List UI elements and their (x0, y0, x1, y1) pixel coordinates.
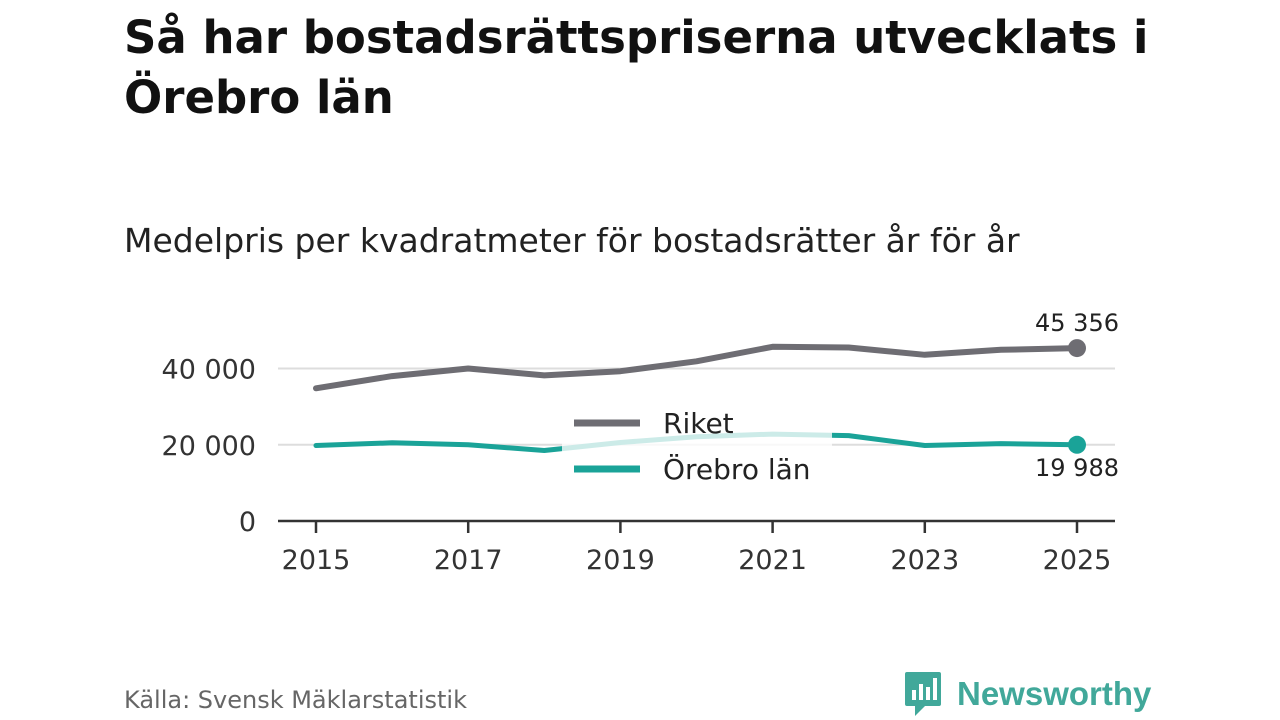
end-point-riket (1068, 339, 1086, 358)
legend: Riket Örebro län (562, 400, 832, 493)
x-tick-label: 2023 (890, 545, 959, 576)
x-tick-label: 2021 (738, 545, 807, 576)
brand-name: Newsworthy (957, 675, 1152, 712)
end-point-orebro (1068, 435, 1086, 454)
x-tick-label: 2017 (434, 545, 503, 576)
x-tick-label: 2025 (1043, 545, 1112, 576)
x-tick-label: 2019 (586, 545, 655, 576)
chart-subtitle: Medelpris per kvadratmeter för bostadsrä… (124, 221, 1020, 260)
end-label-orebro: 19 988 (1035, 454, 1119, 482)
legend-label-orebro: Örebro län (663, 452, 811, 486)
source-note: Källa: Svensk Mäklarstatistik (124, 686, 467, 714)
chart-title: Så har bostadsrättspriserna utvecklats i… (124, 11, 1149, 124)
legend-label-riket: Riket (663, 407, 734, 440)
y-tick-label: 40 000 (162, 355, 256, 386)
newsworthy-logo: Newsworthy (903, 670, 1151, 718)
end-labels: 45 356 19 988 (1035, 309, 1119, 482)
newsworthy-logo-icon (905, 672, 941, 716)
axes: 0 20 000 40 000 2015 2017 2019 2021 2023 2025 (162, 355, 1115, 576)
end-label-riket: 45 356 (1035, 309, 1119, 337)
x-tick-label: 2015 (282, 545, 351, 576)
series-line-riket (313, 343, 1080, 392)
legend-background (562, 400, 832, 493)
y-tick-label: 0 (239, 507, 256, 538)
y-tick-label: 20 000 (162, 431, 256, 462)
